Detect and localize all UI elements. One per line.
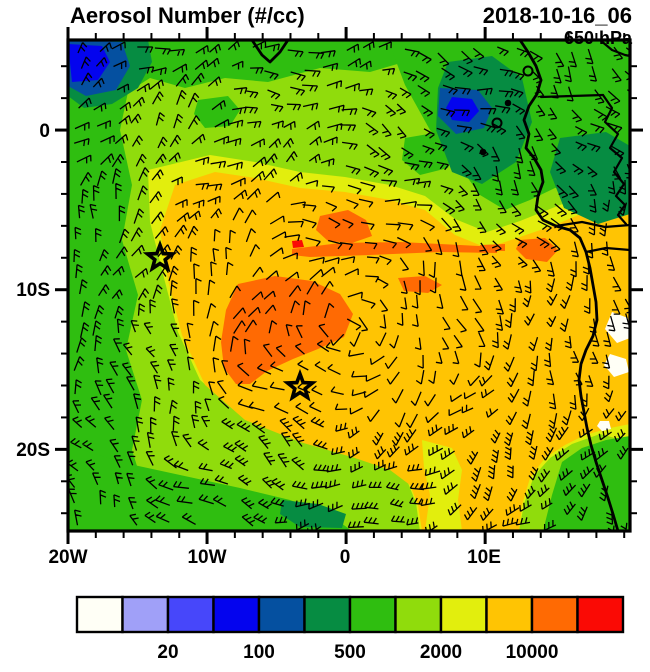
region-gold-core xyxy=(160,172,630,531)
star-marker-2 xyxy=(282,368,318,402)
region-blue-bright-northwest xyxy=(68,44,110,82)
island-marker-2 xyxy=(491,117,503,129)
island-marker-4 xyxy=(504,99,512,107)
x-axis-label: 10W xyxy=(187,547,226,568)
region-dark-green-northeast-b xyxy=(550,132,630,224)
x-axis-label: 10E xyxy=(467,547,501,568)
region-green-southeast-land xyxy=(543,436,630,531)
star-marker-1 xyxy=(142,239,178,273)
wind-barbs xyxy=(68,40,630,531)
colorbar-cell-8 xyxy=(394,595,443,634)
region-blue-bright-northeast xyxy=(446,97,479,122)
figure-title: Aerosol Number (#/cc) xyxy=(70,3,305,28)
coastline-gulf-notch-line xyxy=(250,40,290,64)
border-b-line xyxy=(601,93,628,226)
x-axis-label: 20W xyxy=(48,547,87,568)
colorbar-layer: 20 100 500 2000 10000 xyxy=(75,595,625,663)
figure-datetime: 2018-10-16_06 xyxy=(483,3,632,28)
colorbar-cell-12 xyxy=(576,595,625,634)
y-axis-label: 0 xyxy=(39,121,50,142)
colorbar-cell-5 xyxy=(257,595,306,634)
region-orange-filament xyxy=(292,242,497,257)
y-axis-label: 10S xyxy=(16,280,50,301)
colorbar-cell-9 xyxy=(439,595,488,634)
map-plot-area xyxy=(68,40,630,531)
colorbar-cell-3 xyxy=(166,595,215,634)
x-axis-label: 0 xyxy=(340,547,351,568)
colorbar-label: 10000 xyxy=(506,642,559,663)
colorbar-cell-4 xyxy=(212,595,261,634)
region-white-patch-b xyxy=(604,354,629,377)
colorbar-cell-2 xyxy=(121,595,170,634)
map-layer: 20W 10W 0 10E 0 10S 20S xyxy=(16,27,643,568)
colorbar-cell-1 xyxy=(75,595,124,634)
colorbar-cell-10 xyxy=(485,595,534,634)
island-marker-1 xyxy=(522,65,534,77)
border-c-line xyxy=(554,220,630,229)
pressure-level-label: 650 hPa xyxy=(564,28,633,48)
colorbar-label: 100 xyxy=(243,642,275,663)
axis-ticks xyxy=(55,27,643,544)
colorbar-cell-6 xyxy=(303,595,352,634)
colorbar-cell-7 xyxy=(348,595,397,634)
colorbar-cell-11 xyxy=(530,595,579,634)
map-frame xyxy=(66,38,632,533)
y-axis-label: 20S xyxy=(16,440,50,461)
region-red-speck xyxy=(292,240,304,248)
colorbar-label: 500 xyxy=(334,642,366,663)
colorbar-label: 2000 xyxy=(420,642,462,663)
colorbar-label: 20 xyxy=(157,642,178,663)
